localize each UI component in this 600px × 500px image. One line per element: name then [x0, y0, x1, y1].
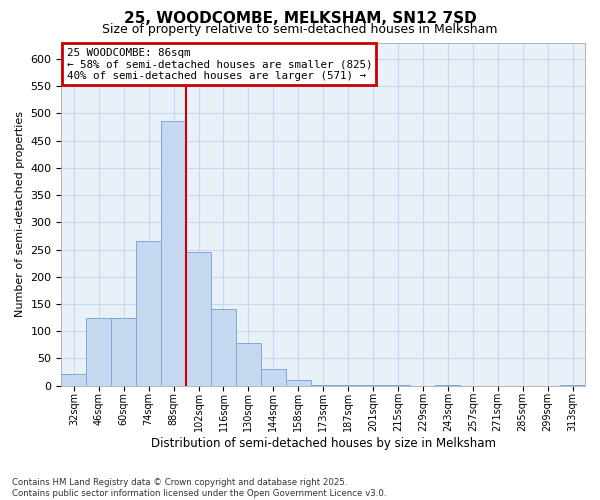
Bar	[311, 384, 335, 386]
Bar	[61, 374, 86, 386]
Text: 25 WOODCOMBE: 86sqm
← 58% of semi-detached houses are smaller (825)
40% of semi-: 25 WOODCOMBE: 86sqm ← 58% of semi-detach…	[67, 48, 372, 81]
Text: Size of property relative to semi-detached houses in Melksham: Size of property relative to semi-detach…	[102, 22, 498, 36]
Bar	[111, 318, 136, 386]
Bar	[261, 370, 286, 386]
Y-axis label: Number of semi-detached properties: Number of semi-detached properties	[15, 111, 25, 317]
Text: 25, WOODCOMBE, MELKSHAM, SN12 7SD: 25, WOODCOMBE, MELKSHAM, SN12 7SD	[124, 11, 476, 26]
Bar	[560, 385, 585, 386]
Bar	[211, 310, 236, 386]
Bar	[335, 384, 361, 386]
Bar	[86, 318, 111, 386]
X-axis label: Distribution of semi-detached houses by size in Melksham: Distribution of semi-detached houses by …	[151, 437, 496, 450]
Bar	[436, 385, 460, 386]
Bar	[236, 343, 261, 386]
Bar	[386, 385, 410, 386]
Bar	[136, 242, 161, 386]
Bar	[361, 385, 386, 386]
Bar	[186, 252, 211, 386]
Bar	[286, 380, 311, 386]
Bar	[161, 122, 186, 386]
Text: Contains HM Land Registry data © Crown copyright and database right 2025.
Contai: Contains HM Land Registry data © Crown c…	[12, 478, 386, 498]
